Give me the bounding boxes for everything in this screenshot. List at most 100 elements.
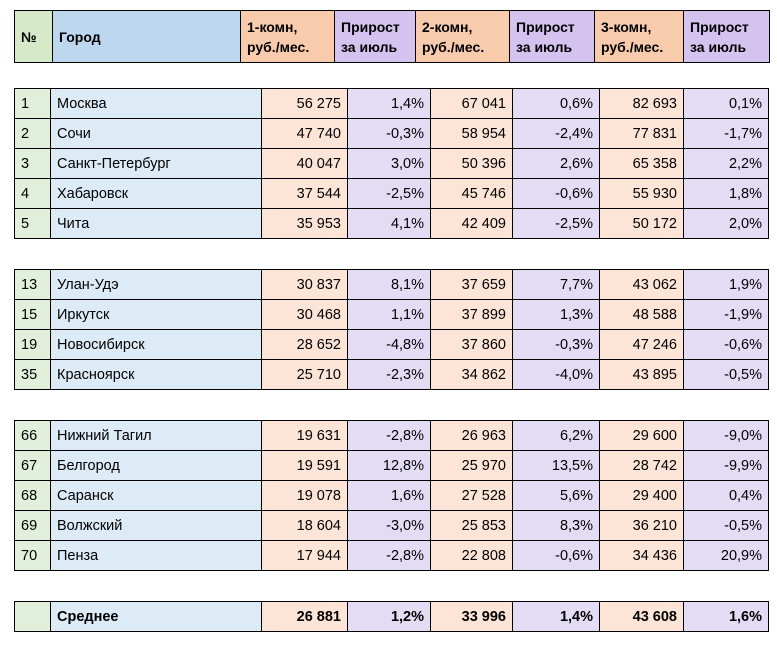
- cell: 1,1%: [347, 299, 431, 330]
- cell: 43 062: [599, 269, 684, 300]
- cell: Нижний Тагил: [50, 420, 262, 451]
- cell: 19: [14, 329, 51, 360]
- cell: 66: [14, 420, 51, 451]
- cell: 4: [14, 178, 51, 209]
- cell: 25 853: [430, 510, 513, 541]
- cell: Сочи: [50, 118, 262, 149]
- cell: 18 604: [261, 510, 348, 541]
- cell: 35 953: [261, 208, 348, 239]
- cell: Санкт-Петербург: [50, 148, 262, 179]
- cell: 7,7%: [512, 269, 600, 300]
- cell: -1,7%: [683, 118, 769, 149]
- cell: 50 396: [430, 148, 513, 179]
- cell: 65 358: [599, 148, 684, 179]
- data-row: 3 Санкт-Петербург 40 047 3,0% 50 396 2,6% 65 3…: [14, 148, 769, 179]
- cell: Саранск: [50, 480, 262, 511]
- cell: 1,3%: [512, 299, 600, 330]
- cell: 1,9%: [683, 269, 769, 300]
- data-row: 4 Хабаровск 37 544 -2,5% 45 746 -0,6% 55 930 1,…: [14, 178, 769, 209]
- cell: 19 078: [261, 480, 348, 511]
- cell: 43 608: [599, 601, 684, 632]
- cell: 36 210: [599, 510, 684, 541]
- cell: Волжский: [50, 510, 262, 541]
- average-row: Среднее 26 881 1,2% 33 996 1,4% 43 608 1,6%: [14, 601, 769, 632]
- data-row: 70 Пенза 17 944 -2,8% 22 808 -0,6% 34 436 20,9%: [14, 540, 769, 571]
- cell: 0,1%: [683, 88, 769, 119]
- cell: 1,4%: [512, 601, 600, 632]
- cell: Прирост за июль: [683, 10, 770, 63]
- cell: 26 881: [261, 601, 348, 632]
- cell: [14, 601, 51, 632]
- cell: -0,3%: [512, 329, 600, 360]
- cell: 35: [14, 359, 51, 390]
- header-row: № Город 1-комн, руб./мес. Прирост за июль 2-…: [14, 10, 770, 63]
- cell: 13,5%: [512, 450, 600, 481]
- cell: 37 860: [430, 329, 513, 360]
- cell: 0,6%: [512, 88, 600, 119]
- cell: 58 954: [430, 118, 513, 149]
- data-row: 68 Саранск 19 078 1,6% 27 528 5,6% 29 400 0,4%: [14, 480, 769, 511]
- cell: 25 970: [430, 450, 513, 481]
- data-row: 19 Новосибирск 28 652 -4,8% 37 860 -0,3% 47 24…: [14, 329, 769, 360]
- cell: 22 808: [430, 540, 513, 571]
- cell: 30 837: [261, 269, 348, 300]
- cell: 17 944: [261, 540, 348, 571]
- cell: Красноярск: [50, 359, 262, 390]
- cell: 26 963: [430, 420, 513, 451]
- cell: 1,6%: [347, 480, 431, 511]
- cell: 69: [14, 510, 51, 541]
- data-row: 66 Нижний Тагил 19 631 -2,8% 26 963 6,2% 29 60…: [14, 420, 769, 451]
- cell: 56 275: [261, 88, 348, 119]
- cell: Хабаровск: [50, 178, 262, 209]
- cell: 43 895: [599, 359, 684, 390]
- cell: 45 746: [430, 178, 513, 209]
- cell: 3: [14, 148, 51, 179]
- cell: 1,2%: [347, 601, 431, 632]
- cell: 27 528: [430, 480, 513, 511]
- cell: 3-комн, руб./мес.: [594, 10, 684, 63]
- cell: -4,8%: [347, 329, 431, 360]
- cell: 67: [14, 450, 51, 481]
- cell: -3,0%: [347, 510, 431, 541]
- cell: 30 468: [261, 299, 348, 330]
- cell: Прирост за июль: [334, 10, 416, 63]
- cell: -2,8%: [347, 540, 431, 571]
- cell: 28 742: [599, 450, 684, 481]
- cell: Москва: [50, 88, 262, 119]
- cell: 29 400: [599, 480, 684, 511]
- data-row: 13 Улан-Удэ 30 837 8,1% 37 659 7,7% 43 062 1,9%: [14, 269, 769, 300]
- cell: 37 899: [430, 299, 513, 330]
- cell: 1,4%: [347, 88, 431, 119]
- cell: 68: [14, 480, 51, 511]
- cell: 15: [14, 299, 51, 330]
- cell: -0,6%: [512, 540, 600, 571]
- cell: 33 996: [430, 601, 513, 632]
- cell: -0,6%: [512, 178, 600, 209]
- cell: 34 862: [430, 359, 513, 390]
- cell: 47 740: [261, 118, 348, 149]
- cell: 25 710: [261, 359, 348, 390]
- cell: 70: [14, 540, 51, 571]
- cell: Иркутск: [50, 299, 262, 330]
- cell: 2,0%: [683, 208, 769, 239]
- cell: -2,5%: [347, 178, 431, 209]
- cell: 40 047: [261, 148, 348, 179]
- cell: 1: [14, 88, 51, 119]
- cell: 48 588: [599, 299, 684, 330]
- cell: 0,4%: [683, 480, 769, 511]
- cell: Белгород: [50, 450, 262, 481]
- cell: -4,0%: [512, 359, 600, 390]
- cell: 55 930: [599, 178, 684, 209]
- cell: 82 693: [599, 88, 684, 119]
- cell: 3,0%: [347, 148, 431, 179]
- cell: 42 409: [430, 208, 513, 239]
- data-row: 69 Волжский 18 604 -3,0% 25 853 8,3% 36 210 -0,…: [14, 510, 769, 541]
- data-row: 5 Чита 35 953 4,1% 42 409 -2,5% 50 172 2,0%: [14, 208, 769, 239]
- cell: 77 831: [599, 118, 684, 149]
- cell: 37 544: [261, 178, 348, 209]
- cell: 2,2%: [683, 148, 769, 179]
- cell: Пенза: [50, 540, 262, 571]
- data-row: 15 Иркутск 30 468 1,1% 37 899 1,3% 48 588 -1,9%: [14, 299, 769, 330]
- cell: 8,3%: [512, 510, 600, 541]
